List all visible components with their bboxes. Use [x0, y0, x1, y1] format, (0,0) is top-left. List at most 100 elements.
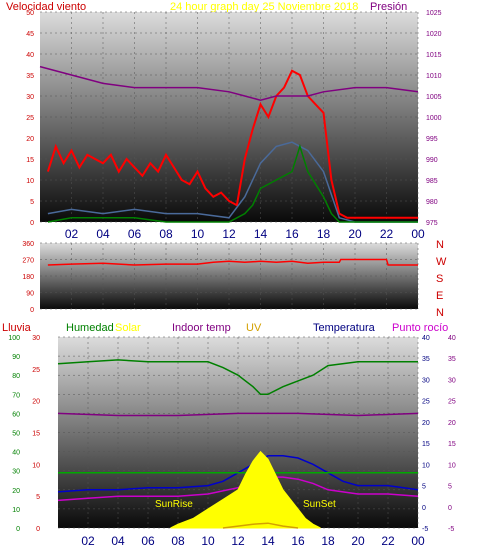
temp-scale-tick: -5 — [448, 526, 454, 533]
humidity-scale-tick: 15 — [32, 431, 40, 438]
compass-letter: W — [436, 256, 447, 268]
y-tick-label: 35 — [26, 73, 34, 80]
x-tick-label: 08 — [159, 227, 173, 241]
x-tick-label: 22 — [381, 534, 395, 548]
temp-scale-tick: 15 — [448, 441, 456, 448]
y-tick-label: 45 — [26, 31, 34, 38]
y-right-tick-label: 30 — [422, 377, 430, 384]
series-indoor-temp — [57, 412, 419, 417]
x-tick-label: 04 — [111, 534, 125, 548]
x-tick-label: 02 — [65, 227, 79, 241]
temp-scale-tick: 30 — [448, 377, 456, 384]
humidity-scale-tick: 20 — [32, 399, 40, 406]
y-tick-label: 270 — [22, 258, 34, 265]
y-right-tick-label: 25 — [422, 399, 430, 406]
y-right-tick-label: -5 — [422, 526, 428, 533]
pressure-header: Presión — [370, 1, 407, 13]
y-tick-label: 15 — [26, 157, 34, 164]
wind-speed-header: Velocidad viento — [6, 1, 86, 13]
legend-label: Lluvia — [2, 322, 32, 334]
legend-label: Indoor temp — [172, 322, 231, 334]
temperature-humidity-panel: Lluvia Humedad Solar Indoor temp UV Temperatu… — [2, 322, 456, 548]
temp-scale-tick: 35 — [448, 356, 456, 363]
x-tick-label: 20 — [348, 227, 362, 241]
y-tick-label: 5 — [30, 199, 34, 206]
y-right-tick-label: 0 — [422, 505, 426, 512]
temp-scale-tick: 10 — [448, 462, 456, 469]
x-tick-label: 12 — [222, 227, 236, 241]
x-tick-label: 20 — [351, 534, 365, 548]
y-right-tick-label: 995 — [426, 136, 438, 143]
temp-scale-tick: 25 — [448, 399, 456, 406]
humidity-scale-tick: 30 — [32, 335, 40, 342]
y-right-tick-label: 15 — [422, 441, 430, 448]
legend-label: Punto rocío — [392, 322, 448, 334]
x-tick-label: 22 — [380, 227, 394, 241]
y-tick-label: 60 — [12, 411, 20, 418]
legend-label: Humedad — [66, 322, 114, 334]
y-right-tick-label: 1025 — [426, 10, 442, 17]
y-tick-label: 25 — [26, 115, 34, 122]
y-right-tick-label: 975 — [426, 220, 438, 227]
x-tick-label: 00 — [411, 227, 425, 241]
legend-label: UV — [246, 322, 262, 334]
y-right-tick-label: 980 — [426, 199, 438, 206]
y-tick-label: 360 — [22, 241, 34, 248]
x-tick-label: 18 — [317, 227, 331, 241]
x-tick-label: 16 — [285, 227, 299, 241]
humidity-scale-tick: 25 — [32, 367, 40, 374]
y-tick-label: 20 — [26, 136, 34, 143]
x-tick-label: 04 — [96, 227, 110, 241]
y-tick-label: 50 — [12, 431, 20, 438]
compass-letter: S — [436, 273, 443, 285]
x-tick-label: 02 — [81, 534, 95, 548]
series-viento-medio — [47, 143, 418, 223]
x-tick-label: 12 — [231, 534, 245, 548]
series-velocidad-viento — [46, 69, 418, 219]
x-tick-label: 08 — [171, 534, 185, 548]
y-tick-label: 100 — [8, 335, 20, 342]
y-right-tick-label: 35 — [422, 356, 430, 363]
y-tick-label: 0 — [30, 307, 34, 314]
y-tick-label: 90 — [26, 291, 34, 298]
temp-scale-tick: 0 — [448, 505, 452, 512]
y-right-tick-label: 1010 — [426, 73, 442, 80]
x-tick-label: 10 — [201, 534, 215, 548]
y-right-tick-label: 1000 — [426, 115, 442, 122]
x-tick-label: 06 — [128, 227, 142, 241]
humidity-scale-tick: 0 — [36, 526, 40, 533]
x-tick-label: 10 — [191, 227, 205, 241]
y-right-tick-label: 20 — [422, 420, 430, 427]
sunrise-label: SunRise — [155, 499, 193, 510]
y-right-tick-label: 1005 — [426, 94, 442, 101]
y-right-tick-label: 5 — [422, 484, 426, 491]
y-tick-label: 180 — [22, 274, 34, 281]
series-racha — [47, 141, 418, 223]
y-tick-label: 0 — [16, 526, 20, 533]
y-right-tick-label: 10 — [422, 462, 430, 469]
y-tick-label: 10 — [12, 507, 20, 514]
temp-scale-tick: 40 — [448, 335, 456, 342]
series-presi-n — [39, 65, 419, 101]
x-tick-label: 06 — [141, 534, 155, 548]
y-right-tick-label: 40 — [422, 335, 430, 342]
compass-letter: N — [436, 307, 444, 319]
compass-letter: E — [436, 290, 443, 302]
y-tick-label: 50 — [26, 10, 34, 17]
y-tick-label: 0 — [30, 220, 34, 227]
y-right-tick-label: 1015 — [426, 52, 442, 59]
y-right-tick-label: 1020 — [426, 31, 442, 38]
y-tick-label: 90 — [12, 354, 20, 361]
y-right-tick-label: 990 — [426, 157, 438, 164]
x-tick-label: 16 — [291, 534, 305, 548]
sunset-label: SunSet — [303, 499, 336, 510]
y-tick-label: 40 — [12, 450, 20, 457]
series-direcci-n-viento — [47, 258, 418, 266]
y-tick-label: 30 — [26, 94, 34, 101]
x-tick-label: 14 — [254, 227, 268, 241]
y-tick-label: 40 — [26, 52, 34, 59]
y-tick-label: 20 — [12, 488, 20, 495]
